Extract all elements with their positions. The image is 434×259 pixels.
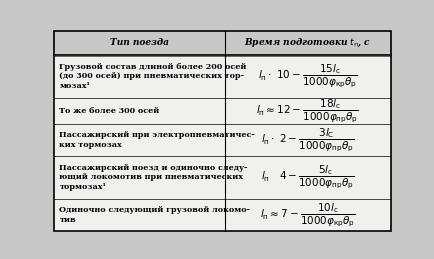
Text: $l_{\rm п}\quad 4 - \dfrac{5l_{\rm c}}{1000\varphi_{\rm пр}\theta_{\rm р}}$: $l_{\rm п}\quad 4 - \dfrac{5l_{\rm c}}{1… <box>261 164 355 191</box>
Text: Пассажирский поезд и одиночно следу-
ющий локомотив при пневматических
тормозах¹: Пассажирский поезд и одиночно следу- ющи… <box>59 164 248 191</box>
Text: Пассажирский при электропневматичес-
ких тормозах: Пассажирский при электропневматичес- ких… <box>59 131 255 149</box>
Bar <box>54 55 391 231</box>
Text: Время подготовки $t_{\rm п}$, с: Время подготовки $t_{\rm п}$, с <box>244 37 372 49</box>
Text: $l_{\rm п}\approx 12 - \dfrac{18l_{\rm c}}{1000\varphi_{\rm пр}\theta_{\rm р}}$: $l_{\rm п}\approx 12 - \dfrac{18l_{\rm c… <box>256 97 359 125</box>
Text: $l_{\rm п}\approx 7 - \dfrac{10l_{\rm c}}{1000\varphi_{\rm кр}\theta_{\rm р}}$: $l_{\rm п}\approx 7 - \dfrac{10l_{\rm c}… <box>260 201 356 229</box>
Text: $l_{\rm п}\cdot\;2 - \dfrac{3l_{\rm C}}{1000\varphi_{\rm пр}\theta_{\rm р}}$: $l_{\rm п}\cdot\;2 - \dfrac{3l_{\rm C}}{… <box>261 126 355 154</box>
Text: Тип поезда: Тип поезда <box>110 38 169 47</box>
Text: $l_{\rm п}\cdot\;10 - \dfrac{15l_{\rm c}}{1000\varphi_{\rm кр}\theta_{\rm р}}$: $l_{\rm п}\cdot\;10 - \dfrac{15l_{\rm c}… <box>258 63 358 90</box>
Text: То же более 300 осей: То же более 300 осей <box>59 107 160 115</box>
Bar <box>54 31 391 55</box>
Text: Грузовой состав длиной более 200 осей
(до 300 осей) при пневматических тор-
моза: Грузовой состав длиной более 200 осей (д… <box>59 63 247 90</box>
Text: Одиночно следующий грузовой локомо-
тив: Одиночно следующий грузовой локомо- тив <box>59 206 250 224</box>
